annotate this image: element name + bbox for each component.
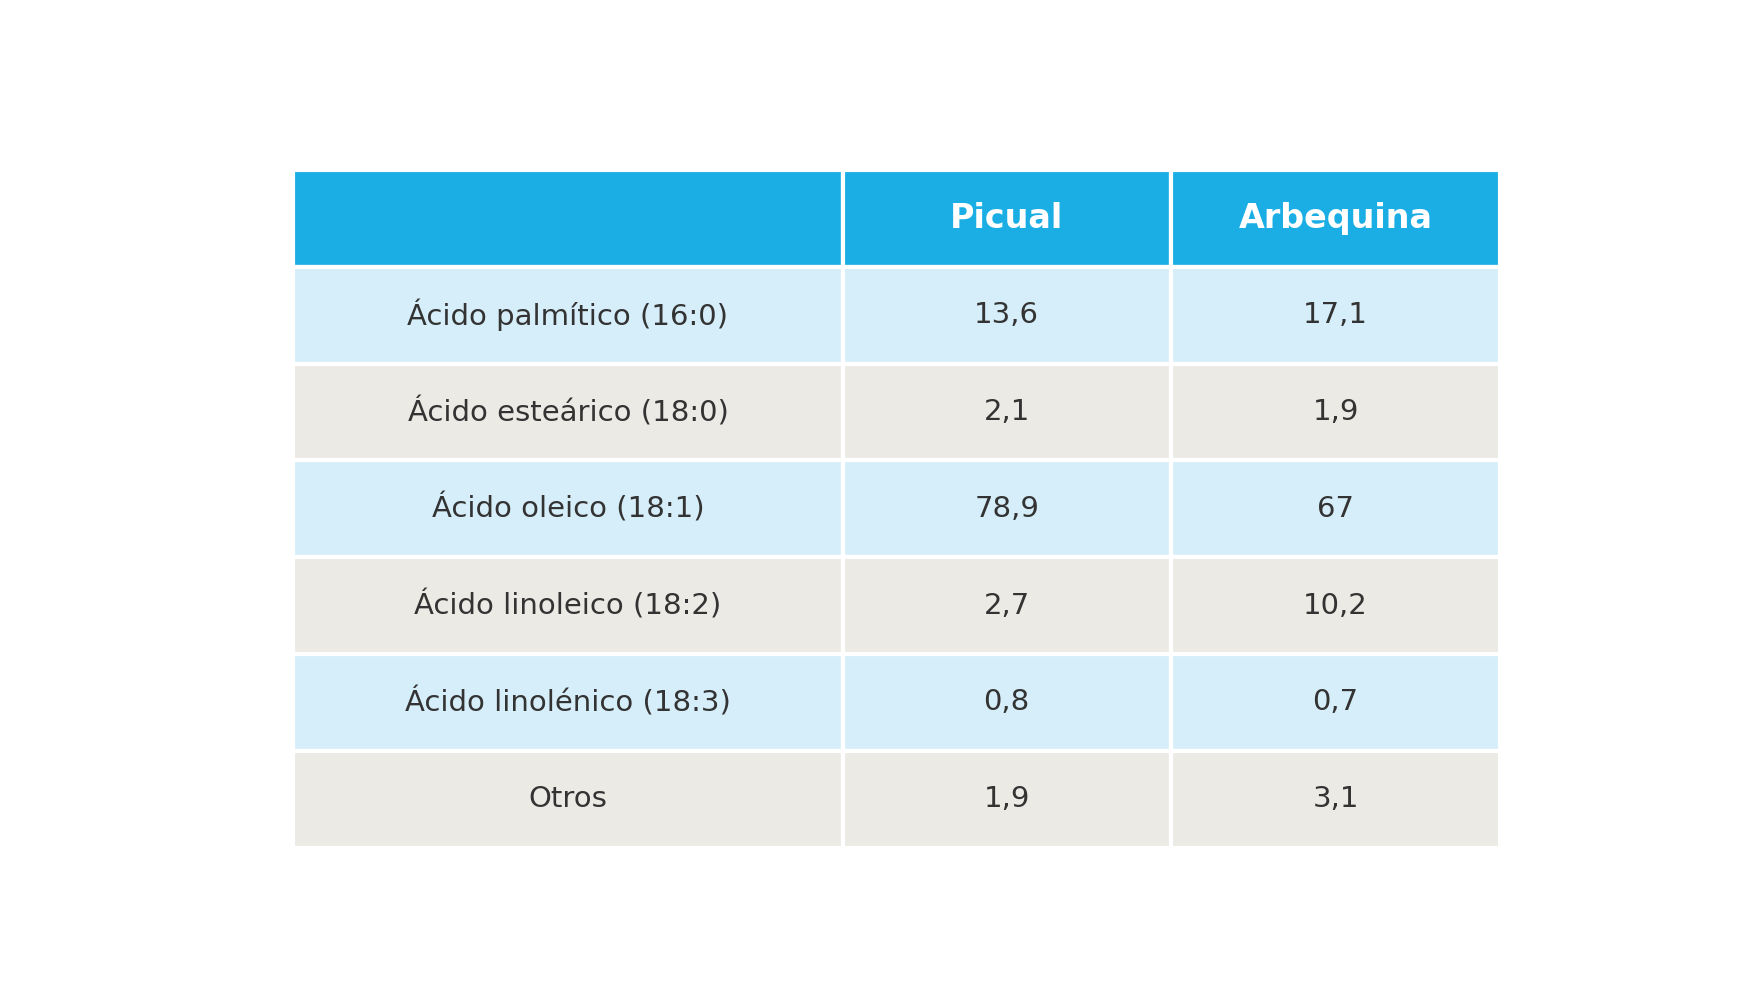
Text: Ácido oleico (18:1): Ácido oleico (18:1): [432, 494, 704, 524]
FancyBboxPatch shape: [294, 170, 842, 267]
Text: 0,7: 0,7: [1312, 688, 1358, 716]
FancyBboxPatch shape: [842, 557, 1171, 654]
Text: 10,2: 10,2: [1304, 592, 1368, 620]
Text: Ácido palmítico (16:0): Ácido palmítico (16:0): [408, 299, 728, 331]
Text: Ácido linolénico (18:3): Ácido linolénico (18:3): [404, 687, 732, 717]
Text: 2,1: 2,1: [984, 398, 1031, 426]
Text: 2,7: 2,7: [984, 592, 1029, 620]
Text: Picual: Picual: [950, 202, 1064, 235]
FancyBboxPatch shape: [1171, 557, 1500, 654]
Text: 1,9: 1,9: [984, 785, 1031, 813]
FancyBboxPatch shape: [842, 654, 1171, 751]
FancyBboxPatch shape: [1171, 364, 1500, 460]
FancyBboxPatch shape: [1171, 460, 1500, 557]
FancyBboxPatch shape: [1171, 654, 1500, 751]
Text: 1,9: 1,9: [1312, 398, 1358, 426]
Text: Ácido esteárico (18:0): Ácido esteárico (18:0): [408, 397, 728, 427]
Text: 17,1: 17,1: [1304, 301, 1368, 329]
FancyBboxPatch shape: [842, 267, 1171, 364]
FancyBboxPatch shape: [294, 460, 842, 557]
FancyBboxPatch shape: [294, 751, 842, 848]
Text: Otros: Otros: [528, 785, 607, 813]
FancyBboxPatch shape: [294, 364, 842, 460]
FancyBboxPatch shape: [842, 364, 1171, 460]
FancyBboxPatch shape: [1171, 267, 1500, 364]
Text: Arbequina: Arbequina: [1239, 202, 1433, 235]
Text: 67: 67: [1318, 495, 1354, 523]
FancyBboxPatch shape: [1171, 751, 1500, 848]
FancyBboxPatch shape: [294, 654, 842, 751]
FancyBboxPatch shape: [842, 170, 1171, 267]
FancyBboxPatch shape: [842, 751, 1171, 848]
Text: 3,1: 3,1: [1312, 785, 1360, 813]
Text: Ácido linoleico (18:2): Ácido linoleico (18:2): [415, 591, 721, 621]
Text: 0,8: 0,8: [984, 688, 1029, 716]
Text: 78,9: 78,9: [975, 495, 1040, 523]
Text: 13,6: 13,6: [975, 301, 1040, 329]
FancyBboxPatch shape: [294, 267, 842, 364]
FancyBboxPatch shape: [1171, 170, 1500, 267]
FancyBboxPatch shape: [294, 557, 842, 654]
FancyBboxPatch shape: [842, 460, 1171, 557]
